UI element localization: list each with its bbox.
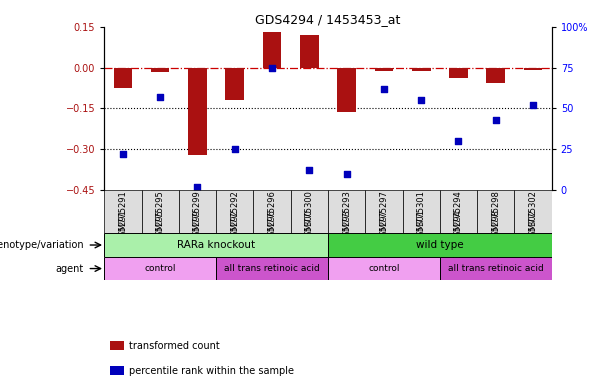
Text: control: control (145, 264, 176, 273)
FancyBboxPatch shape (179, 190, 216, 233)
FancyBboxPatch shape (104, 233, 328, 257)
Point (267, 65, 277, 71)
Bar (375, 68, 393, 71)
Text: GSM775301: GSM775301 (417, 209, 425, 260)
FancyBboxPatch shape (328, 190, 365, 233)
FancyBboxPatch shape (142, 190, 179, 233)
Text: GSM775296: GSM775296 (267, 190, 276, 241)
Text: GSM775302: GSM775302 (528, 190, 538, 241)
Point (118, 151, 128, 157)
FancyBboxPatch shape (328, 257, 440, 280)
Point (454, 138, 463, 144)
Text: GSM775295: GSM775295 (156, 209, 165, 260)
FancyBboxPatch shape (440, 190, 477, 233)
Text: genotype/variation: genotype/variation (0, 240, 84, 250)
Text: GSM775295: GSM775295 (156, 190, 165, 240)
Title: GDS4294 / 1453453_at: GDS4294 / 1453453_at (255, 13, 401, 26)
Bar (226, 68, 244, 100)
Point (379, 86, 389, 92)
Bar (113, 68, 132, 88)
Text: GSM775299: GSM775299 (193, 190, 202, 240)
Text: GSM775298: GSM775298 (491, 190, 500, 241)
Point (491, 117, 501, 123)
Text: wild type: wild type (416, 240, 463, 250)
Text: GSM775296: GSM775296 (267, 209, 276, 260)
Text: GSM775301: GSM775301 (417, 190, 425, 241)
Text: GSM775294: GSM775294 (454, 209, 463, 260)
FancyBboxPatch shape (328, 233, 552, 257)
FancyBboxPatch shape (365, 190, 403, 233)
Text: GSM775300: GSM775300 (305, 190, 314, 241)
Text: RARa knockout: RARa knockout (177, 240, 255, 250)
Text: GSM775292: GSM775292 (230, 209, 239, 260)
Bar (412, 68, 430, 71)
Bar (487, 68, 505, 83)
Bar (300, 35, 319, 68)
Text: agent: agent (55, 263, 84, 273)
FancyBboxPatch shape (253, 190, 291, 233)
FancyBboxPatch shape (104, 190, 142, 233)
Text: GSM775300: GSM775300 (305, 209, 314, 260)
FancyBboxPatch shape (514, 190, 552, 233)
FancyBboxPatch shape (216, 257, 328, 280)
FancyBboxPatch shape (216, 190, 253, 233)
Point (341, 170, 351, 177)
Text: transformed count: transformed count (129, 341, 219, 351)
Text: GSM775297: GSM775297 (379, 190, 389, 241)
Text: GSM775291: GSM775291 (118, 209, 128, 260)
Point (528, 102, 538, 108)
Text: GSM775302: GSM775302 (528, 209, 538, 260)
Point (192, 184, 202, 190)
FancyBboxPatch shape (403, 190, 440, 233)
Bar (337, 68, 356, 113)
Bar (151, 68, 169, 72)
Point (416, 97, 426, 103)
Text: all trans retinoic acid: all trans retinoic acid (224, 264, 320, 273)
Point (305, 167, 314, 173)
FancyBboxPatch shape (440, 257, 552, 280)
Point (230, 146, 240, 152)
Text: GSM775291: GSM775291 (118, 190, 128, 240)
Text: GSM775293: GSM775293 (342, 209, 351, 260)
Point (155, 94, 165, 100)
Bar (263, 32, 281, 68)
Text: GSM775299: GSM775299 (193, 209, 202, 260)
Text: GSM775297: GSM775297 (379, 209, 389, 260)
FancyBboxPatch shape (477, 190, 514, 233)
Text: GSM775293: GSM775293 (342, 190, 351, 241)
Bar (188, 68, 207, 154)
Text: GSM775292: GSM775292 (230, 190, 239, 240)
FancyBboxPatch shape (291, 190, 328, 233)
Bar (524, 68, 543, 70)
Text: GSM775298: GSM775298 (491, 209, 500, 260)
Text: GSM775294: GSM775294 (454, 190, 463, 240)
Text: control: control (368, 264, 400, 273)
Text: percentile rank within the sample: percentile rank within the sample (129, 366, 294, 376)
Text: all trans retinoic acid: all trans retinoic acid (448, 264, 544, 273)
Bar (449, 68, 468, 78)
FancyBboxPatch shape (104, 257, 216, 280)
